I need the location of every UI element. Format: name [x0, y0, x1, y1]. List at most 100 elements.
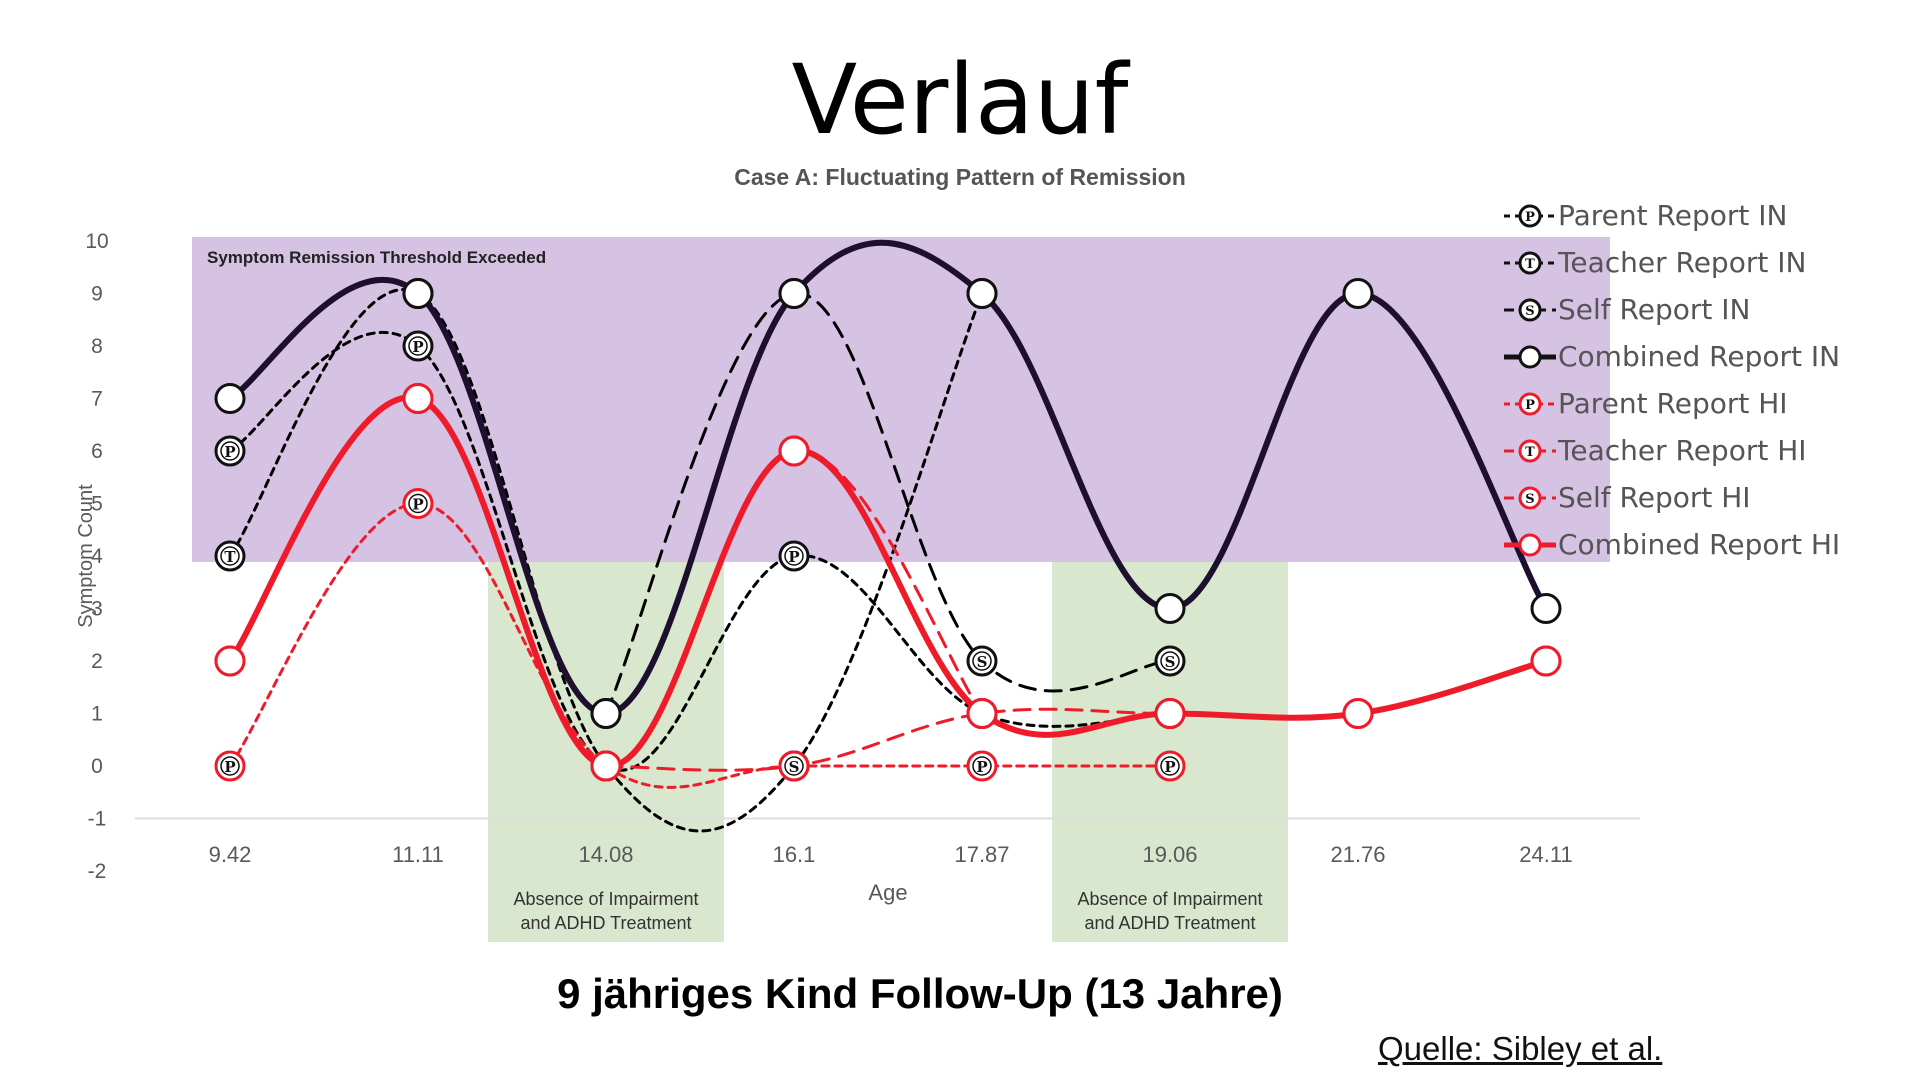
- legend-label: Teacher Report IN: [1558, 246, 1807, 279]
- x-tick-label: 24.11: [1519, 842, 1572, 867]
- legend-item: P Parent Report IN: [1502, 192, 1840, 239]
- svg-text:P: P: [1525, 398, 1535, 413]
- svg-text:T: T: [1525, 445, 1535, 460]
- series-line-combined-report-in: [227, 239, 1549, 717]
- data-point-letter: P: [224, 443, 235, 461]
- data-point: [1342, 278, 1374, 309]
- legend-label: Parent Report HI: [1558, 387, 1788, 420]
- data-point: [778, 278, 810, 309]
- data-point: [214, 645, 246, 677]
- treatment-label: and ADHD Treatment: [520, 913, 691, 933]
- y-tick-label: -1: [88, 808, 107, 831]
- data-point-inner: [784, 756, 804, 776]
- legend-swatch: P: [1504, 204, 1556, 227]
- legend-label: Combined Report IN: [1558, 340, 1841, 373]
- y-tick-label: 6: [91, 440, 103, 463]
- data-point-inner: [1160, 651, 1180, 671]
- x-tick-label: 16.1: [773, 842, 816, 867]
- data-point: [590, 698, 622, 729]
- y-tick-label: 10: [85, 230, 108, 253]
- legend-label: Self Report HI: [1558, 481, 1751, 514]
- svg-text:P: P: [1525, 210, 1535, 225]
- legend-swatch: P: [1504, 392, 1556, 415]
- data-point: [1530, 645, 1562, 677]
- series-line-self-report-in: [604, 291, 1172, 715]
- data-point-letter: T: [224, 548, 236, 566]
- y-tick-label: 8: [91, 335, 103, 358]
- chart-title: Case A: Fluctuating Pattern of Remission: [734, 164, 1186, 190]
- y-axis-label: Symptom Count: [75, 484, 97, 628]
- x-tick-label: 9.42: [209, 842, 252, 867]
- y-tick-label: 0: [91, 755, 103, 778]
- data-point: [1154, 645, 1186, 677]
- data-point: [778, 435, 810, 467]
- source-link[interactable]: Quelle: Sibley et al.: [1378, 1030, 1663, 1067]
- legend-swatch: T: [1504, 439, 1556, 462]
- treatment-label: and ADHD Treatment: [1084, 913, 1255, 933]
- x-tick-label: 17.87: [954, 842, 1009, 867]
- y-tick-label: -2: [88, 860, 107, 883]
- data-point: [214, 383, 246, 414]
- x-tick-label: 21.76: [1330, 842, 1385, 867]
- data-point-inner: [1160, 756, 1180, 776]
- y-tick-label: 3: [91, 598, 103, 621]
- y-tick-label: 4: [91, 545, 103, 568]
- data-point-inner: [220, 756, 240, 776]
- legend-item: S Self Report HI: [1502, 474, 1840, 521]
- legend-item: Combined Report HI: [1502, 521, 1840, 568]
- treatment-label: Absence of Impairment: [513, 889, 698, 909]
- data-point-letter: S: [977, 653, 988, 671]
- legend-swatch: S: [1504, 486, 1556, 509]
- y-tick-label: 9: [91, 283, 103, 306]
- data-point: [1154, 698, 1186, 729]
- data-point: [966, 698, 998, 729]
- legend-swatch: T: [1504, 251, 1556, 274]
- data-point: [1154, 593, 1186, 624]
- data-point: [966, 278, 998, 309]
- legend-swatch: [1504, 345, 1556, 368]
- series-line-teacher-report-in: [228, 288, 984, 833]
- data-point-letter: P: [412, 338, 423, 356]
- y-tick-label: 2: [91, 650, 103, 673]
- slide-title: Verlauf: [791, 44, 1129, 156]
- legend-item: T Teacher Report IN: [1502, 239, 1840, 286]
- treatment-label: Absence of Impairment: [1077, 889, 1262, 909]
- chart-legend: P Parent Report IN T Teacher Report IN S…: [1502, 192, 1840, 568]
- data-point: [214, 435, 246, 467]
- data-point-letter: S: [789, 758, 800, 776]
- data-point-letter: S: [1165, 653, 1176, 671]
- legend-item: S Self Report IN: [1502, 286, 1840, 333]
- data-point-inner: [972, 756, 992, 776]
- data-point-letter: P: [224, 758, 235, 776]
- data-point: [402, 488, 434, 519]
- y-tick-label: 5: [91, 493, 103, 516]
- threshold-label: Symptom Remission Threshold Exceeded: [207, 248, 546, 267]
- data-point-inner: [408, 493, 428, 514]
- y-tick-label: 7: [91, 388, 103, 411]
- x-tick-label: 14.08: [578, 842, 633, 867]
- data-point: [778, 750, 810, 782]
- data-point: [778, 540, 810, 572]
- data-point: [214, 750, 246, 782]
- data-point-inner: [784, 546, 804, 566]
- svg-text:S: S: [1525, 304, 1534, 319]
- data-point-letter: P: [1164, 758, 1175, 776]
- legend-label: Teacher Report HI: [1558, 434, 1807, 467]
- y-tick-label: 1: [91, 703, 103, 726]
- data-point: [966, 750, 998, 782]
- data-point-inner: [220, 546, 240, 566]
- x-tick-label: 11.11: [392, 842, 444, 867]
- data-point-inner: [408, 336, 428, 356]
- svg-text:S: S: [1525, 492, 1534, 507]
- legend-item: P Parent Report HI: [1502, 380, 1840, 427]
- data-point-letter: P: [976, 758, 987, 776]
- svg-text:T: T: [1525, 257, 1535, 272]
- data-point: [1530, 593, 1562, 624]
- legend-label: Parent Report IN: [1558, 199, 1788, 232]
- legend-label: Combined Report HI: [1558, 528, 1841, 561]
- data-point: [402, 278, 434, 309]
- data-point: [1342, 698, 1374, 729]
- data-point: [590, 750, 622, 782]
- data-point: [966, 645, 998, 677]
- legend-swatch: S: [1504, 298, 1556, 321]
